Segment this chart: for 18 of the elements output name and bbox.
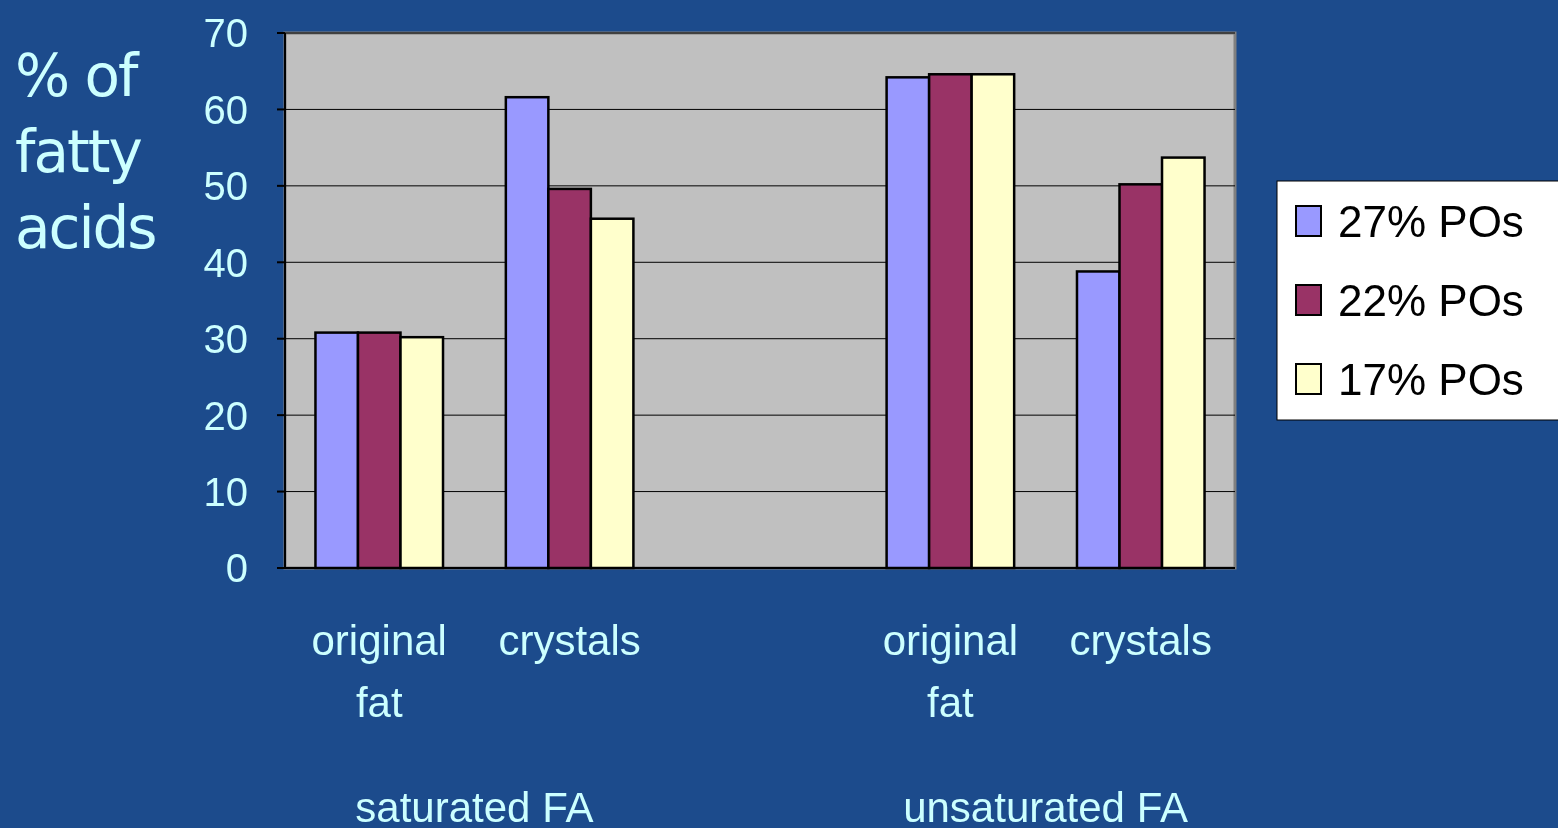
y-tick-label: 50: [203, 164, 248, 209]
y-tick-label: 10: [203, 469, 248, 514]
x-tick-label: original fat: [311, 617, 447, 726]
y-tick-label: 30: [203, 317, 248, 362]
y-tick-label: 60: [203, 87, 248, 132]
x-tick-label: original fat: [882, 617, 1019, 726]
x-tick-label: crystals: [1069, 617, 1212, 664]
legend-label: 22% POs: [1338, 275, 1524, 325]
y-axis-title: % of fatty acids: [15, 42, 156, 262]
y-tick-label: 20: [203, 393, 248, 438]
y-tick-label: 0: [225, 546, 248, 591]
y-tick-label: 70: [203, 11, 248, 56]
legend-label: 27% POs: [1338, 196, 1524, 246]
text: unsaturated FA: [903, 784, 1188, 828]
text: saturated FA: [355, 784, 594, 828]
y-tick-label: 40: [203, 240, 248, 285]
legend-label: 17% POs: [1338, 354, 1524, 404]
x-tick-label: crystals: [498, 617, 641, 664]
